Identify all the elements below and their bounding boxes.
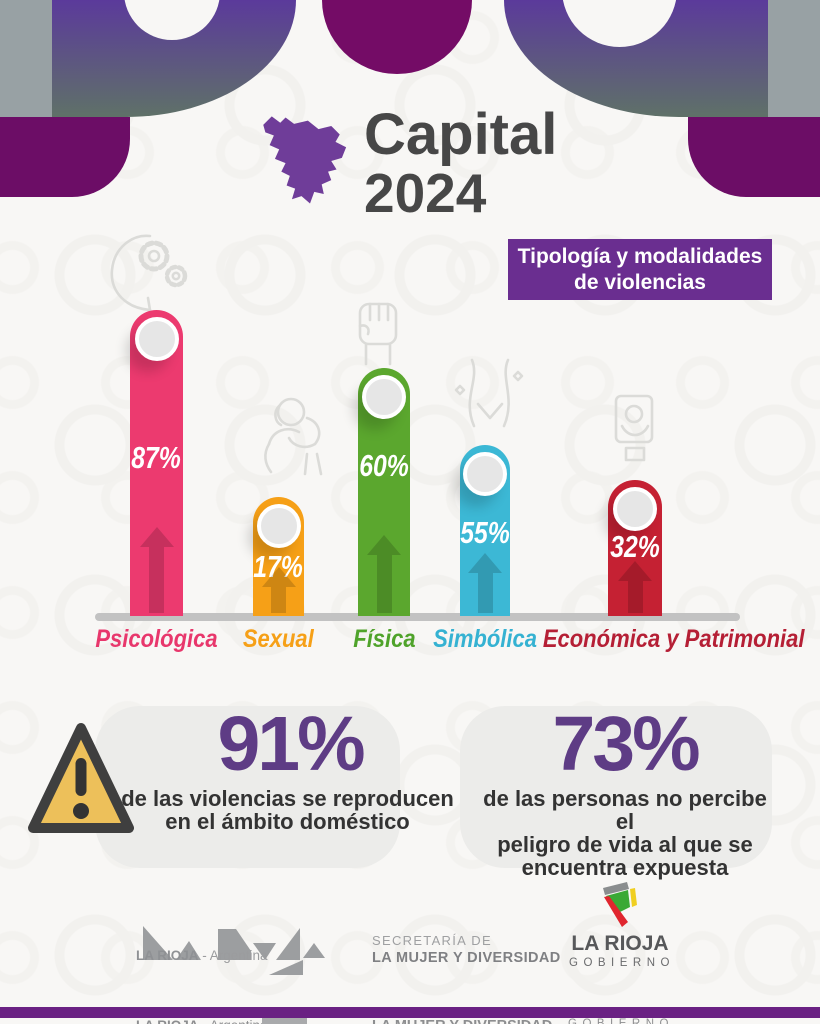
- category-label-fisica: Física: [352, 625, 416, 653]
- peek-brand-text: LA RIOJA - Argentina: [136, 1018, 268, 1024]
- badge-line1: Tipología y modalidades: [517, 244, 763, 268]
- secretary-line2: LA MUJER Y DIVERSIDAD: [372, 950, 561, 966]
- female-body-icon: [450, 356, 530, 439]
- category-label-psicologica: Psicológica: [94, 625, 218, 653]
- stat-panel-right: [460, 706, 772, 868]
- up-arrow-icon: [468, 553, 502, 613]
- stat-value-domestic: 91%: [217, 701, 365, 787]
- up-arrow-icon: [261, 567, 296, 613]
- capital-department-map-icon: [256, 110, 364, 217]
- chart-baseline: [95, 613, 740, 621]
- bar-value-label: 55%: [460, 515, 510, 550]
- la-rioja-argentina-logo: [133, 903, 333, 983]
- raised-fist-icon: [352, 296, 408, 375]
- bar-top-circle: [362, 375, 406, 419]
- person-comforting-icon: [243, 392, 335, 489]
- category-label-economica: Económica y Patrimonial: [542, 625, 805, 653]
- up-arrow-icon: [139, 527, 174, 613]
- bar-value-label: 60%: [359, 448, 409, 483]
- stat-text-domestic: de las violencias se reproducen en el ám…: [121, 786, 454, 834]
- peek-gobierno-text: GOBIERNO: [568, 1018, 674, 1024]
- bar-psicologica: 87%: [130, 310, 183, 616]
- top-center-dome: [322, 0, 472, 74]
- bar-top-circle: [134, 317, 179, 361]
- bar-top-circle: [256, 504, 301, 548]
- gobierno-line1: LA RIOJA: [571, 932, 669, 955]
- warning-triangle-icon: [24, 716, 138, 845]
- gobierno-line2: GOBIERNO: [569, 957, 675, 969]
- category-label-sexual: Sexual: [242, 625, 314, 653]
- top-right-gray-bar: [768, 0, 820, 117]
- la-rioja-argentina-text: LA RIOJA - Argentina: [136, 948, 268, 963]
- top-left-gray-bar: [0, 0, 52, 117]
- head-with-gears-icon: [98, 224, 196, 321]
- bar-fisica: 60%: [358, 368, 410, 616]
- stat-panel-left: [95, 706, 400, 868]
- bar-value-label: 87%: [131, 440, 182, 475]
- gobierno-shield-icon: [603, 882, 637, 927]
- bar-value-label: 32%: [610, 529, 660, 564]
- hand-with-money-icon: [606, 392, 666, 469]
- title-line1: Capital: [364, 102, 558, 167]
- peek-logo-fragment: [262, 1018, 307, 1024]
- badge-line2: de violencias: [574, 270, 706, 294]
- page-title: Capital 2024: [364, 106, 557, 221]
- title-line2: 2024: [364, 162, 487, 224]
- right-magenta-corner: [688, 117, 820, 197]
- la-rioja-gobierno-logo: LA RIOJA GOBIERNO: [555, 880, 685, 969]
- chart-title-badge: Tipología y modalidades de violencias: [508, 239, 772, 300]
- bar-sexual: 17%: [253, 497, 304, 616]
- up-arrow-icon: [618, 561, 652, 613]
- category-label-simbolica: Simbólica: [433, 625, 537, 653]
- bar-value-label: 17%: [253, 549, 304, 584]
- bar-economica: 32%: [608, 480, 662, 616]
- secretary-line1: SECRETARÍA DE: [372, 933, 492, 948]
- bottom-purple-divider: [0, 1007, 820, 1018]
- secretary-logo: SECRETARÍA DE LA MUJER Y DIVERSIDAD: [372, 933, 561, 966]
- bar-top-circle: [613, 487, 657, 531]
- bar-simbolica: 55%: [460, 445, 510, 616]
- left-magenta-corner: [0, 117, 130, 197]
- peek-secretary-text: LA MUJER Y DIVERSIDAD: [372, 1018, 552, 1024]
- bar-top-circle: [463, 452, 507, 496]
- up-arrow-icon: [367, 535, 401, 613]
- stat-text-danger: de las personas no percibe el peligro de…: [483, 786, 767, 880]
- stat-value-danger: 73%: [552, 701, 700, 787]
